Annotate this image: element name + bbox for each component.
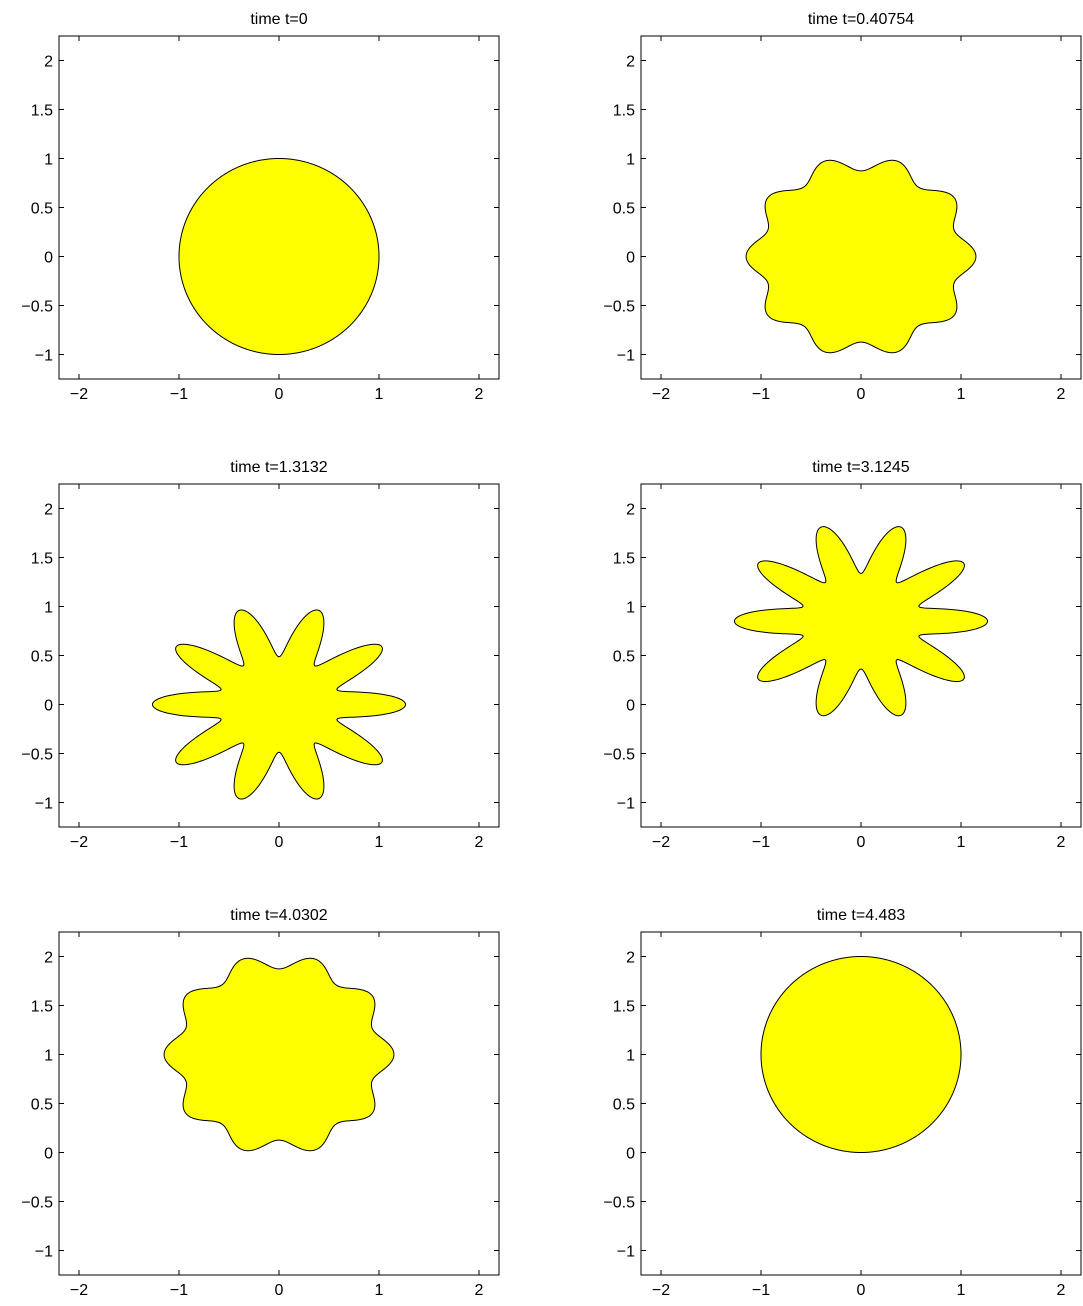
x-tick-label: −2 xyxy=(652,834,670,851)
filled-shape xyxy=(178,158,380,355)
subplot-4: time t=3.1245 −2 −1 0 1 2 −1 −0.5 0 0.5 1 1.5 2 xyxy=(603,459,1082,851)
filled-shape xyxy=(163,957,395,1152)
y-tick-label: 1 xyxy=(626,1048,635,1065)
filled-shape xyxy=(760,956,962,1153)
y-tick-label: 1.5 xyxy=(613,551,635,568)
x-tick-label: 1 xyxy=(375,1282,384,1299)
filled-shape xyxy=(151,609,407,800)
subplot-3: time t=1.3132 −2 −1 0 1 2 −1 −0.5 0 0.5 1 1.5 2 xyxy=(21,459,500,851)
x-tick-label: 2 xyxy=(1057,1282,1066,1299)
y-tick-label: −0.5 xyxy=(21,299,53,316)
y-tick-label: 0.5 xyxy=(613,201,635,218)
y-tick-label: 0.5 xyxy=(31,1097,53,1114)
subplot-title: time t=1.3132 xyxy=(230,459,328,476)
y-tick-label: −0.5 xyxy=(21,1195,53,1212)
y-tick-label: 1.5 xyxy=(31,103,53,120)
x-tick-label: −2 xyxy=(652,1282,670,1299)
y-tick-label: 2 xyxy=(44,502,53,519)
x-tick-label: 2 xyxy=(475,1282,484,1299)
y-tick-label: 2 xyxy=(44,950,53,967)
y-tick-label: −1 xyxy=(617,796,635,813)
subplot-2: time t=0.40754 −2 −1 0 1 2 −1 −0.5 0 0.5 1 1.5 2 xyxy=(603,11,1082,403)
x-tick-label: 1 xyxy=(375,386,384,403)
x-tick-label: 0 xyxy=(857,834,866,851)
y-tick-label: −1 xyxy=(35,348,53,365)
y-tick-label: 0.5 xyxy=(31,201,53,218)
y-tick-label: −1 xyxy=(35,796,53,813)
y-tick-label: 0 xyxy=(44,698,53,715)
y-tick-label: 1.5 xyxy=(613,999,635,1016)
y-tick-label: −0.5 xyxy=(603,299,635,316)
x-tick-label: −2 xyxy=(652,386,670,403)
y-tick-label: 0.5 xyxy=(613,1097,635,1114)
y-tick-label: −0.5 xyxy=(603,1195,635,1212)
y-tick-label: 1 xyxy=(626,600,635,617)
y-tick-label: 1.5 xyxy=(31,999,53,1016)
x-tick-label: 1 xyxy=(957,834,966,851)
x-tick-label: −1 xyxy=(752,834,770,851)
x-tick-label: −1 xyxy=(752,386,770,403)
y-tick-label: 0 xyxy=(626,698,635,715)
subplot-title: time t=3.1245 xyxy=(812,459,910,476)
y-tick-label: −1 xyxy=(35,1244,53,1261)
x-tick-label: 2 xyxy=(1057,386,1066,403)
y-tick-label: 1 xyxy=(626,152,635,169)
y-tick-label: 1.5 xyxy=(613,103,635,120)
subplot-title: time t=0 xyxy=(250,11,307,28)
x-tick-label: 1 xyxy=(375,834,384,851)
x-tick-label: −1 xyxy=(170,386,188,403)
filled-shape xyxy=(733,526,989,717)
x-tick-label: 0 xyxy=(275,834,284,851)
y-tick-label: 1 xyxy=(44,600,53,617)
subplot-5: time t=4.0302 −2 −1 0 1 2 −1 −0.5 0 0.5 1 1.5 2 xyxy=(21,907,500,1299)
x-tick-label: −1 xyxy=(752,1282,770,1299)
x-tick-label: 0 xyxy=(275,386,284,403)
x-tick-label: 2 xyxy=(475,834,484,851)
x-tick-label: 0 xyxy=(275,1282,284,1299)
y-tick-label: −1 xyxy=(617,1244,635,1261)
x-tick-label: 1 xyxy=(957,1282,966,1299)
x-tick-label: 0 xyxy=(857,1282,866,1299)
x-tick-label: 1 xyxy=(957,386,966,403)
y-tick-label: 0.5 xyxy=(31,649,53,666)
y-tick-label: 0 xyxy=(626,1146,635,1163)
y-tick-label: 0 xyxy=(44,250,53,267)
y-tick-label: 0.5 xyxy=(613,649,635,666)
subplot-1: time t=0 −2 −1 0 1 2 −1 −0.5 0 0.5 1 1.5 2 xyxy=(21,11,500,403)
x-tick-label: −1 xyxy=(170,834,188,851)
y-tick-label: −1 xyxy=(617,348,635,365)
y-tick-label: 2 xyxy=(626,950,635,967)
y-tick-label: −0.5 xyxy=(603,747,635,764)
y-tick-label: 2 xyxy=(626,54,635,71)
y-tick-label: 2 xyxy=(44,54,53,71)
x-tick-label: 2 xyxy=(1057,834,1066,851)
subplot-title: time t=4.0302 xyxy=(230,907,328,924)
y-tick-label: 1 xyxy=(44,152,53,169)
subplot-6: time t=4.483 −2 −1 0 1 2 −1 −0.5 0 0.5 1 1.5 2 xyxy=(603,907,1082,1299)
x-tick-label: 2 xyxy=(475,386,484,403)
x-tick-label: −2 xyxy=(70,834,88,851)
y-tick-label: −0.5 xyxy=(21,747,53,764)
subplot-title: time t=0.40754 xyxy=(808,11,914,28)
y-tick-label: 1.5 xyxy=(31,551,53,568)
axes-box xyxy=(58,483,500,828)
x-tick-label: 0 xyxy=(857,386,866,403)
x-tick-label: −2 xyxy=(70,386,88,403)
y-tick-label: 0 xyxy=(44,1146,53,1163)
y-tick-label: 2 xyxy=(626,502,635,519)
filled-shape xyxy=(745,159,977,354)
subplot-title: time t=4.483 xyxy=(817,907,906,924)
x-tick-label: −1 xyxy=(170,1282,188,1299)
y-tick-label: 1 xyxy=(44,1048,53,1065)
y-tick-label: 0 xyxy=(626,250,635,267)
x-tick-label: −2 xyxy=(70,1282,88,1299)
